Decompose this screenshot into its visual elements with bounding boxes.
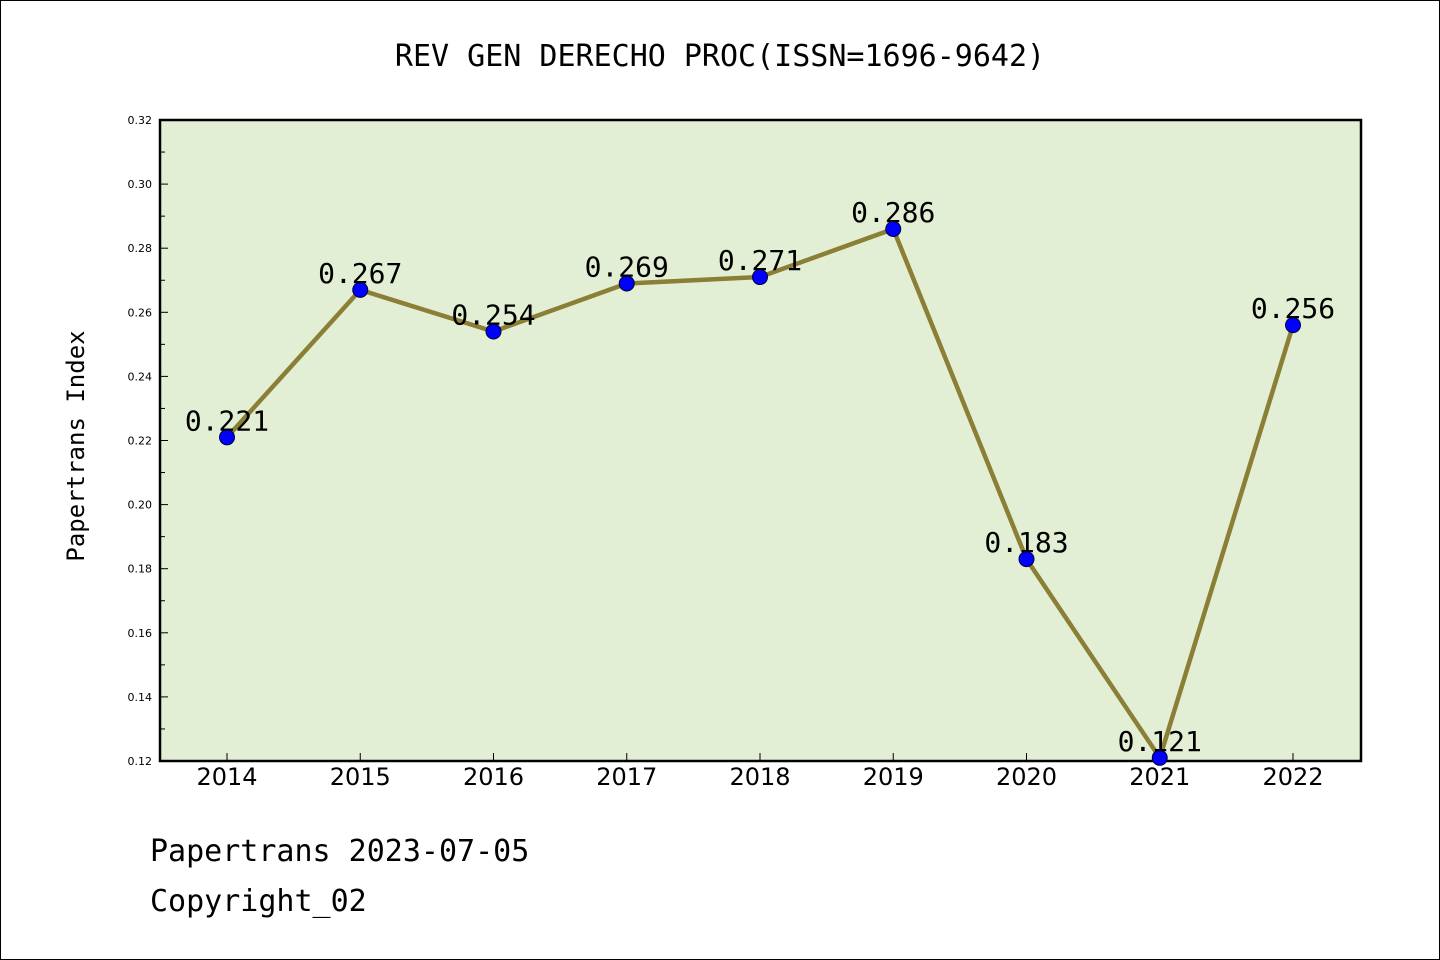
data-point	[219, 429, 235, 446]
x-tick-label: 2017	[596, 763, 657, 791]
data-label: 0.269	[585, 250, 669, 283]
x-tick-label: 2015	[330, 763, 391, 791]
y-tick-label: 0.24	[128, 370, 153, 383]
chart-title: REV GEN DERECHO PROC(ISSN=1696-9642)	[395, 39, 1045, 74]
data-point	[1285, 317, 1301, 334]
data-points	[219, 220, 1301, 766]
y-tick-label: 0.22	[128, 435, 153, 448]
y-tick-label: 0.12	[128, 755, 153, 768]
data-labels: 0.221 0.267 0.254 0.269 0.271 0.286 0.183 0.121…	[185, 196, 1335, 758]
x-tick-label: 2014	[196, 763, 257, 791]
data-point	[1151, 749, 1168, 766]
y-tick-label: 0.32	[128, 114, 153, 127]
data-label: 0.256	[1251, 292, 1335, 325]
data-label: 0.286	[851, 196, 935, 229]
data-point	[618, 275, 635, 292]
data-label: 0.271	[718, 244, 802, 277]
y-tick-label: 0.18	[128, 563, 153, 576]
data-label: 0.121	[1118, 725, 1202, 758]
x-axis: 2014 2015 2016 2017 2018 2019 2020 2021 2022	[196, 753, 1324, 791]
x-tick-label: 2021	[1129, 763, 1190, 791]
footer-source-text: Papertrans 2023-07-05	[150, 834, 530, 869]
x-tick-label: 2016	[463, 763, 524, 791]
y-tick-label: 0.28	[128, 242, 153, 255]
plot-area	[158, 118, 1363, 763]
y-tick-label: 0.30	[128, 178, 153, 191]
y-tick-label: 0.14	[128, 691, 153, 704]
x-tick-label: 2022	[1262, 763, 1323, 791]
data-point	[752, 269, 768, 286]
x-tick-label: 2018	[729, 763, 790, 791]
y-axis: 0.12 0.14 0.16 0.18 0.20 0.22 0.24 0.26 0.28 0.30…	[128, 114, 168, 768]
x-tick-label: 2019	[863, 763, 924, 791]
data-label: 0.254	[451, 299, 535, 332]
data-label: 0.221	[185, 404, 269, 437]
x-tick-label: 2020	[996, 763, 1057, 791]
data-label: 0.183	[984, 526, 1068, 559]
data-point	[1018, 551, 1035, 568]
data-point	[885, 220, 902, 237]
y-axis-label: Papertrans Index	[62, 330, 90, 561]
data-label: 0.267	[318, 257, 402, 290]
y-tick-label: 0.20	[128, 499, 153, 512]
data-point	[485, 323, 502, 340]
data-point	[352, 281, 369, 298]
y-tick-label: 0.16	[128, 627, 153, 640]
footer-copyright-text: Copyright_02	[150, 884, 367, 919]
y-tick-label: 0.26	[128, 306, 153, 319]
